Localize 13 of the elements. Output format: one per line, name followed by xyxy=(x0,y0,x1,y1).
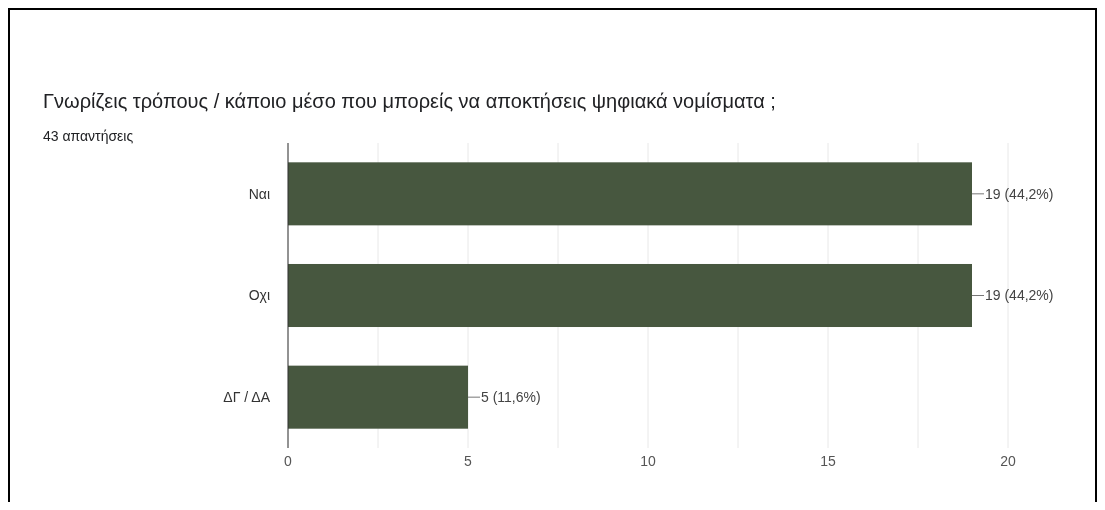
data-label: 19 (44,2%) xyxy=(985,287,1054,304)
y-tick-label: Ναι xyxy=(248,185,270,202)
y-tick-label: ΔΓ / ΔΑ xyxy=(223,389,271,406)
x-tick-label: 15 xyxy=(820,453,836,469)
y-tick-label: Οχι xyxy=(248,287,270,304)
x-tick-label: 20 xyxy=(1000,453,1016,469)
chart-title: Γνωρίζεις τρόπους / κάποιο μέσο που μπορείς να αποκτήσεις ψηφιακά νομίσματα ; xyxy=(43,90,776,112)
text: 43 απαντήσεις xyxy=(43,128,134,144)
x-tick-label: 10 xyxy=(640,453,656,469)
x-tick-label: 0 xyxy=(284,453,293,469)
data-label: 5 (11,6%) xyxy=(481,389,541,406)
x-tick-label: 5 xyxy=(464,453,473,469)
data-label: 19 (44,2%) xyxy=(985,185,1054,202)
